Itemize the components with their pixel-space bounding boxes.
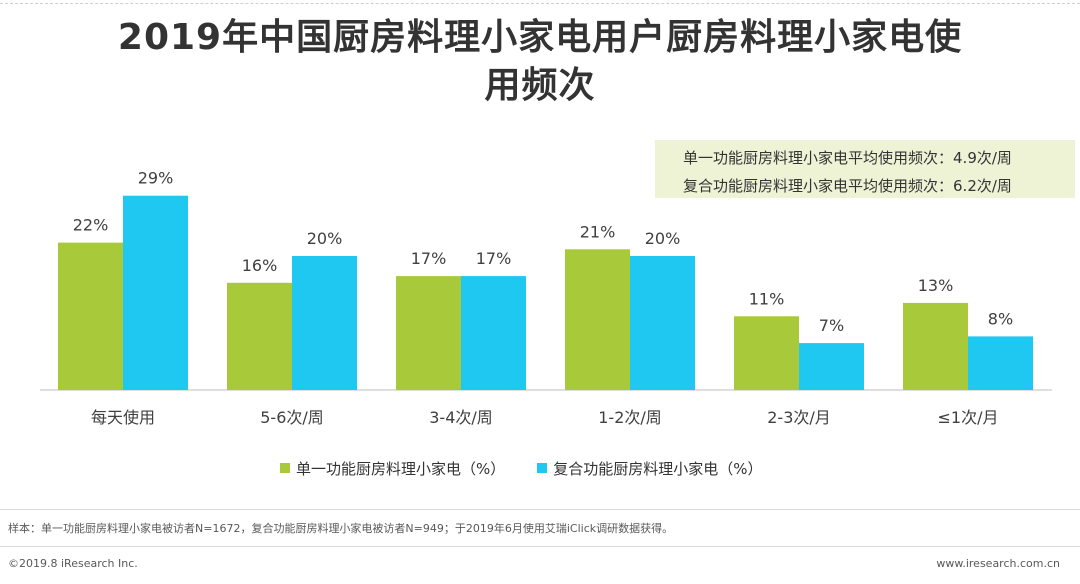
data-label: 29% (138, 169, 174, 188)
legend-swatch-single (280, 463, 290, 473)
bar-compound (630, 256, 695, 390)
x-tick-label: ≤1次/月 (938, 408, 999, 427)
data-label: 13% (918, 276, 954, 295)
single-average-text: 单一功能厨房料理小家电平均使用频次：4.9次/周 (683, 149, 1012, 167)
data-label: 16% (242, 256, 278, 275)
legend-label-single: 单一功能厨房料理小家电（%） (296, 459, 506, 478)
chart-legend: 单一功能厨房料理小家电（%） 复合功能厨房料理小家电（%） (280, 458, 795, 478)
x-tick-label: 每天使用 (91, 408, 155, 427)
data-label: 20% (307, 229, 343, 248)
legend-item-compound: 复合功能厨房料理小家电（%） (537, 458, 763, 479)
data-label: 8% (988, 309, 1013, 328)
bar-single (565, 249, 630, 390)
bar-single (396, 276, 461, 390)
x-tick-label: 3-4次/周 (429, 408, 493, 427)
sample-footnote: 样本：单一功能厨房料理小家电被访者N=1672，复合功能厨房料理小家电被访者N=… (8, 522, 674, 535)
legend-label-compound: 复合功能厨房料理小家电（%） (553, 459, 763, 478)
data-label: 7% (819, 316, 844, 335)
data-label: 17% (476, 249, 512, 268)
footnote-divider (0, 509, 1080, 510)
bar-single (227, 282, 292, 390)
bar-compound (968, 336, 1033, 390)
x-tick-label: 2-3次/月 (767, 408, 831, 427)
average-frequency-box: 单一功能厨房料理小家电平均使用频次：4.9次/周 复合功能厨房料理小家电平均使用… (655, 140, 1075, 198)
compound-average-text: 复合功能厨房料理小家电平均使用频次：6.2次/周 (683, 177, 1012, 195)
legend-swatch-compound (537, 463, 548, 473)
legend-item-single: 单一功能厨房料理小家电（%） (280, 458, 505, 479)
copyright-text: ©2019.8 iResearch Inc. (8, 557, 138, 570)
data-label: 22% (73, 216, 109, 235)
website-text: www.iresearch.com.cn (936, 557, 1060, 570)
bar-chart: 22% 29% 每天使用 16% 20% 5-6次/周 17% 17% 3-4次/周 21% 20%… (40, 169, 1052, 427)
bar-single (903, 302, 968, 390)
title-line-2: 用频次 (484, 65, 596, 106)
bar-compound (292, 256, 357, 390)
bar-compound (461, 276, 526, 390)
data-label: 21% (580, 222, 616, 241)
x-tick-label: 5-6次/周 (260, 408, 324, 427)
bar-single (734, 316, 799, 390)
top-dashed-line (0, 3, 1080, 4)
data-label: 20% (645, 229, 681, 248)
x-tick-label: 1-2次/周 (598, 408, 662, 427)
bar-compound (123, 195, 188, 390)
footer-divider (0, 546, 1080, 547)
bar-compound (799, 343, 864, 390)
chart-title: 2019年中国厨房料理小家电用户厨房料理小家电使 用频次 (40, 14, 1040, 110)
title-line-1: 2019年中国厨房料理小家电用户厨房料理小家电使 (117, 17, 963, 58)
data-label: 11% (749, 289, 785, 308)
bar-single (58, 242, 123, 390)
data-label: 17% (411, 249, 447, 268)
